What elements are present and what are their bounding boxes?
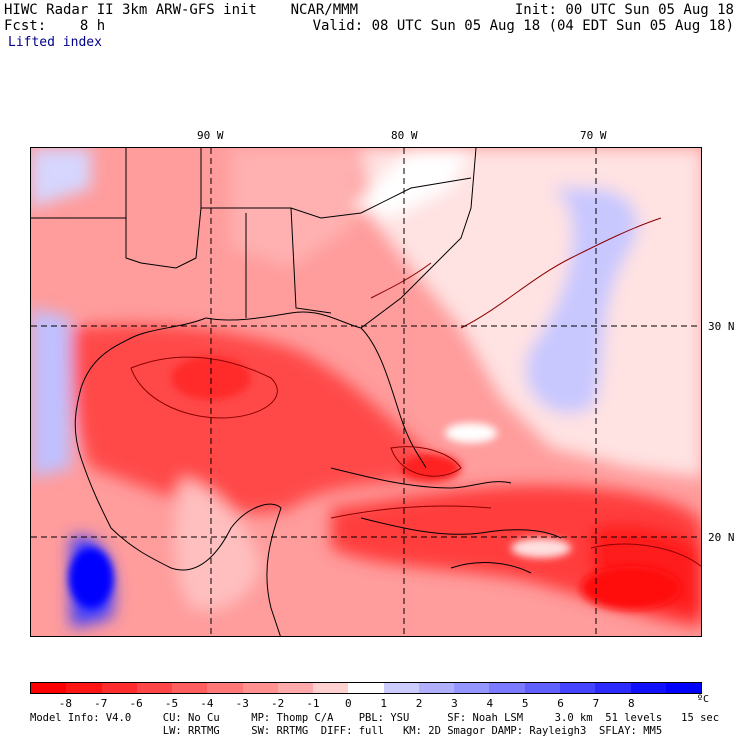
colorbar-swatch: [313, 683, 349, 693]
colorbar-tick-label: 4: [486, 697, 494, 710]
coastlines-and-borders: [31, 148, 562, 636]
colorbar-swatch: [277, 683, 314, 693]
colorbar-swatch: [207, 683, 243, 693]
colorbar-tick-label: -7: [94, 697, 108, 710]
colorbar-tick-label: -8: [58, 697, 72, 710]
colorbar-swatch: [172, 683, 208, 693]
colorbar-tick-label: 5: [521, 697, 529, 710]
field-shading: [31, 148, 701, 628]
colorbar-swatch: [454, 683, 490, 693]
colorbar-unit: ºC: [697, 694, 710, 705]
colorbar-swatch: [136, 683, 173, 693]
colorbar-swatch: [418, 683, 455, 693]
init-time: Init: 00 UTC Sun 05 Aug 18: [514, 2, 734, 18]
colorbar-swatch: [383, 683, 419, 693]
forecast-hour: Fcst: 8 h: [4, 18, 106, 34]
colorbar-tick-label: -3: [235, 697, 249, 710]
colorbar-tick-label: -5: [164, 697, 179, 710]
colorbar-tick-label: 6: [557, 697, 564, 710]
colorbar-swatch: [101, 683, 137, 693]
colorbar: [30, 682, 702, 694]
colorbar-tick-label: 1: [380, 697, 387, 710]
model-info-line2: LW: RRTMG SW: RRTMG DIFF: full KM: 2D Sm…: [30, 725, 663, 737]
colorbar-tick-label: -6: [129, 697, 143, 710]
lon-label-80w: 80 W: [391, 129, 418, 142]
colorbar-swatch: [348, 683, 384, 693]
title-left: HIWC Radar II 3km ARW-GFS init NCAR/MMM: [4, 2, 359, 18]
colorbar-tick-label: -1: [306, 697, 320, 710]
valid-time: Valid: 08 UTC Sun 05 Aug 18 (04 EDT Sun …: [312, 18, 734, 34]
lifted-index-map: [30, 147, 702, 637]
map-canvas: [31, 148, 701, 636]
lat-label-30n: 30 N: [708, 320, 735, 333]
colorbar-tick-label: 7: [592, 697, 600, 710]
lat-lon-grid: [31, 148, 701, 636]
lon-label-70w: 70 W: [580, 129, 607, 142]
colorbar-tick-label: -4: [200, 697, 214, 710]
colorbar-swatch: [595, 683, 631, 693]
colorbar-tick-label: 0: [345, 697, 352, 710]
model-info-line1: Model Info: V4.0 CU: No Cu MP: Thomp C/A…: [30, 712, 720, 724]
colorbar-tick-label: -2: [270, 697, 285, 710]
colorbar-swatch: [559, 683, 596, 693]
lat-label-20n: 20 N: [708, 531, 735, 544]
colorbar-swatch: [665, 683, 702, 693]
colorbar-tick-label: 3: [451, 697, 458, 710]
li-contours: [130, 217, 701, 568]
colorbar-swatch: [242, 683, 278, 693]
colorbar-swatch: [630, 683, 666, 693]
colorbar-swatch: [524, 683, 560, 693]
colorbar-tick-label: 2: [415, 697, 423, 710]
lon-label-90w: 90 W: [197, 129, 224, 142]
colorbar-swatch: [31, 683, 67, 693]
field-name: Lifted index: [8, 35, 102, 50]
colorbar-swatch: [66, 683, 102, 693]
colorbar-swatch: [489, 683, 525, 693]
colorbar-tick-label: 8: [627, 697, 635, 710]
